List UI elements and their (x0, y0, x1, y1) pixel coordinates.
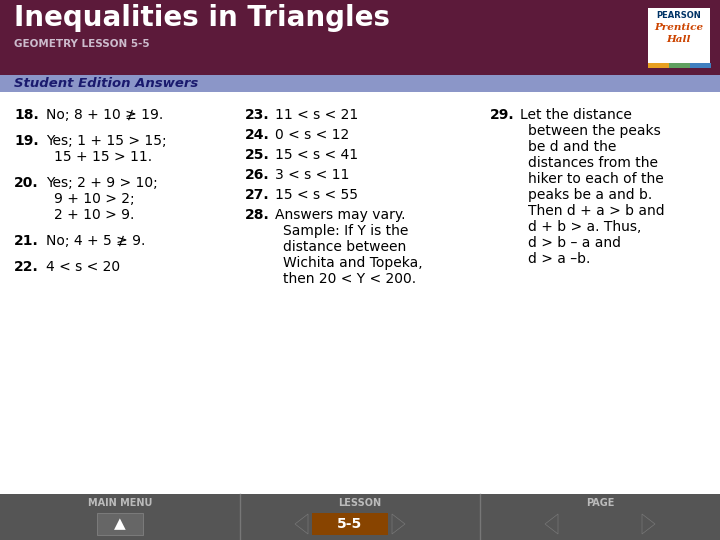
Text: GEOMETRY LESSON 5-5: GEOMETRY LESSON 5-5 (14, 39, 150, 49)
Text: between the peaks: between the peaks (528, 124, 661, 138)
Text: Prentice: Prentice (654, 24, 703, 32)
Text: 29.: 29. (490, 108, 515, 122)
Bar (669, 63, 690, 68)
Bar (690, 63, 711, 68)
Text: 0 < s < 12: 0 < s < 12 (275, 128, 349, 142)
Bar (0, 75, 720, 92)
Text: peaks be a and b.: peaks be a and b. (528, 188, 652, 202)
Text: 18.: 18. (14, 108, 39, 122)
Bar (97, 513, 143, 535)
Text: 5-5: 5-5 (338, 517, 363, 531)
Text: 21.: 21. (14, 234, 39, 248)
Text: 27.: 27. (245, 188, 269, 202)
Text: d + b > a. Thus,: d + b > a. Thus, (528, 220, 642, 234)
Text: hiker to each of the: hiker to each of the (528, 172, 664, 186)
Text: Hall: Hall (667, 36, 691, 44)
Polygon shape (545, 514, 558, 534)
Text: 11 < s < 21: 11 < s < 21 (275, 108, 359, 122)
Text: 15 < s < 41: 15 < s < 41 (275, 148, 358, 162)
Text: PAGE: PAGE (586, 498, 614, 508)
Text: Inequalities in Triangles: Inequalities in Triangles (14, 4, 390, 32)
Bar (648, 8, 710, 68)
Text: 26.: 26. (245, 168, 269, 182)
Text: ▲: ▲ (114, 516, 126, 531)
Polygon shape (642, 514, 655, 534)
Text: then 20 < Y < 200.: then 20 < Y < 200. (283, 272, 416, 286)
Polygon shape (392, 514, 405, 534)
Text: PEARSON: PEARSON (657, 11, 701, 21)
Text: be d and the: be d and the (528, 140, 616, 154)
Text: Answers may vary.: Answers may vary. (275, 208, 405, 222)
Text: d > a –b.: d > a –b. (528, 252, 590, 266)
Text: 23.: 23. (245, 108, 269, 122)
Text: Sample: If Y is the: Sample: If Y is the (283, 224, 408, 238)
Text: d > b – a and: d > b – a and (528, 236, 621, 250)
Text: 9 + 10 > 2;: 9 + 10 > 2; (54, 192, 135, 206)
Text: distance between: distance between (283, 240, 406, 254)
Text: No; 4 + 5 ≱ 9.: No; 4 + 5 ≱ 9. (46, 234, 145, 248)
Text: Then d + a > b and: Then d + a > b and (528, 204, 665, 218)
Text: Let the distance: Let the distance (520, 108, 632, 122)
Text: 24.: 24. (245, 128, 270, 142)
Text: 28.: 28. (245, 208, 270, 222)
Text: 15 < s < 55: 15 < s < 55 (275, 188, 358, 202)
Text: distances from the: distances from the (528, 156, 658, 170)
Text: Wichita and Topeka,: Wichita and Topeka, (283, 256, 423, 270)
Text: MAIN MENU: MAIN MENU (88, 498, 152, 508)
Text: LESSON: LESSON (338, 498, 382, 508)
Bar (312, 513, 388, 535)
Text: 20.: 20. (14, 176, 39, 190)
Text: 2 + 10 > 9.: 2 + 10 > 9. (54, 208, 135, 222)
Text: 22.: 22. (14, 260, 39, 274)
Bar (648, 63, 669, 68)
Text: 19.: 19. (14, 134, 39, 148)
Bar (0, 494, 720, 540)
Text: No; 8 + 10 ≱ 19.: No; 8 + 10 ≱ 19. (46, 108, 163, 122)
Text: 4 < s < 20: 4 < s < 20 (46, 260, 120, 274)
Text: Student Edition Answers: Student Edition Answers (14, 77, 198, 90)
Text: Yes; 2 + 9 > 10;: Yes; 2 + 9 > 10; (46, 176, 158, 190)
Text: 15 + 15 > 11.: 15 + 15 > 11. (54, 150, 152, 164)
Text: 3 < s < 11: 3 < s < 11 (275, 168, 349, 182)
Text: Yes; 1 + 15 > 15;: Yes; 1 + 15 > 15; (46, 134, 166, 148)
Polygon shape (295, 514, 308, 534)
Text: 25.: 25. (245, 148, 270, 162)
Bar (0, 0, 720, 75)
